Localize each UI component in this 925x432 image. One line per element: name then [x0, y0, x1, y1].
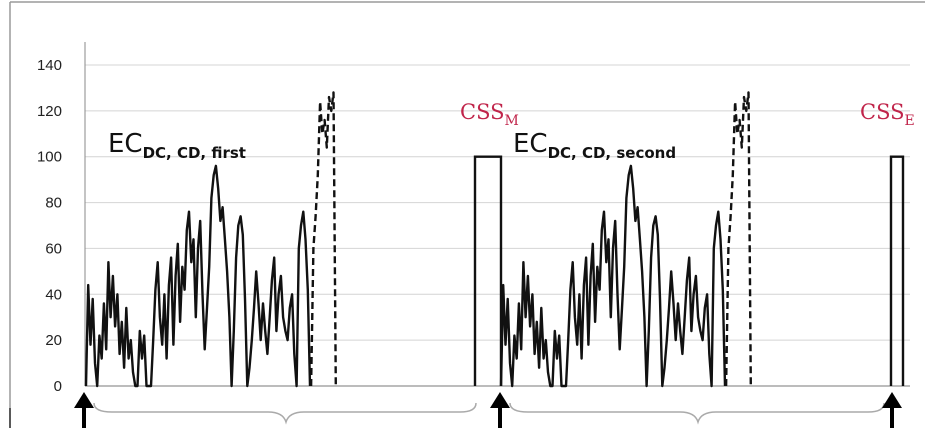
segment-second-label-main: EC: [513, 129, 548, 159]
css-e-label-main: CSS: [860, 100, 904, 124]
series-first-dashed-line: [309, 91, 337, 387]
segment-first-label: ECDC, CD, first: [108, 129, 246, 162]
y-tick-label: 0: [54, 378, 62, 395]
series-first-solid-line: [84, 164, 312, 388]
segment-second-label-sub: DC, CD, second: [548, 144, 676, 162]
css-e-label-sub: E: [904, 113, 914, 129]
css-e-label: CSSE: [860, 100, 915, 129]
steady-state-block-css-m: [473, 155, 503, 386]
series-second-solid-line: [499, 164, 727, 388]
y-tick-label: 100: [37, 149, 62, 166]
arrow-up-icon: [490, 392, 510, 428]
y-tick-label: 60: [45, 240, 62, 257]
segment-first-label-sub: DC, CD, first: [143, 144, 246, 162]
steady-state-block-css-e: [889, 155, 905, 386]
brace-second: [509, 402, 885, 425]
arrow-up-icon: [74, 392, 94, 428]
y-tick-label: 120: [37, 103, 62, 120]
brace-first: [93, 402, 477, 425]
y-axis-ticks: 0 20 40 60 80 100 120 140: [37, 57, 62, 395]
css-m-label-main: CSS: [460, 100, 504, 124]
y-tick-label: 20: [45, 332, 62, 349]
segment-second-label: ECDC, CD, second: [513, 129, 676, 162]
segment-first-label-main: EC: [108, 129, 143, 159]
trace-layer: [84, 91, 752, 388]
css-m-label: CSSM: [460, 100, 519, 129]
steady-state-blocks: [473, 155, 905, 386]
y-tick-label: 80: [45, 195, 62, 212]
y-tick-label: 140: [37, 57, 62, 74]
arrow-up-icon: [882, 392, 902, 428]
y-tick-label: 40: [45, 286, 62, 303]
series-second-dashed-line: [724, 91, 752, 387]
css-m-label-sub: M: [504, 113, 518, 129]
